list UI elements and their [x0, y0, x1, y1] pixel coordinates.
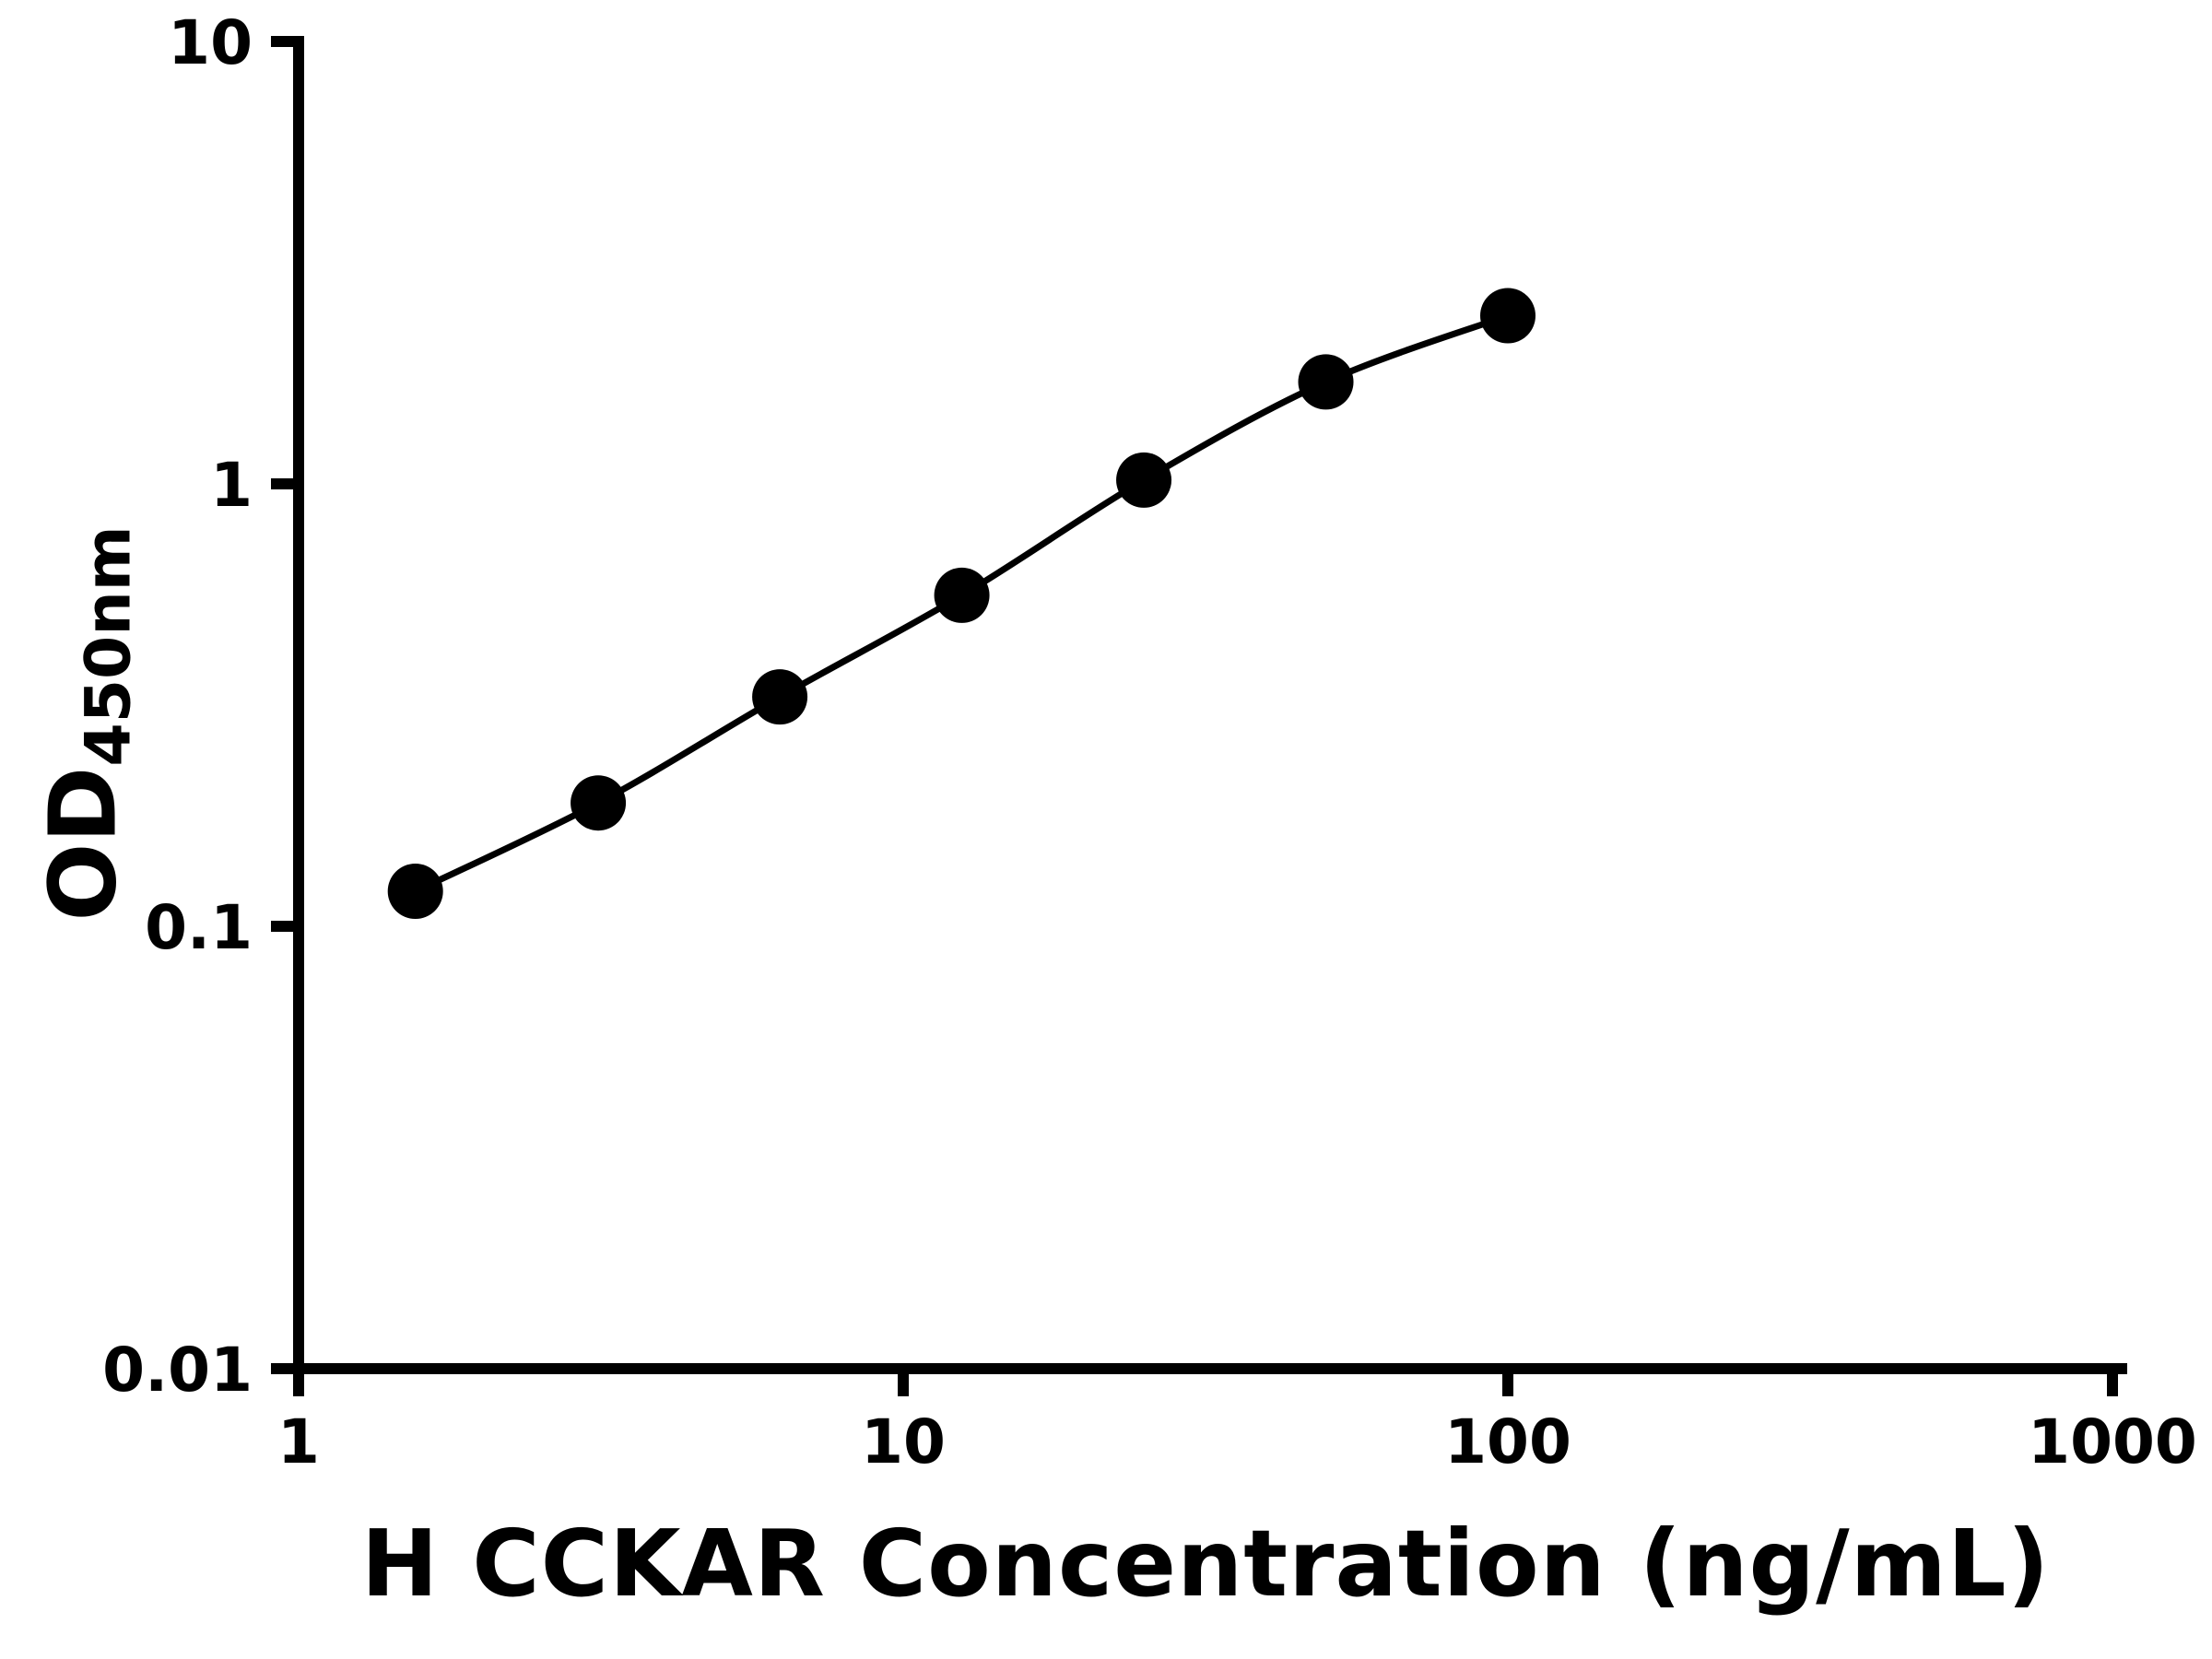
data-point: [752, 669, 808, 725]
y-tick-label: 1: [210, 450, 253, 521]
data-point: [571, 775, 627, 831]
y-tick-label: 10: [168, 7, 253, 78]
data-point: [1480, 288, 1535, 344]
x-axis-label: H CCKAR Concentration (ng/mL): [360, 1510, 2051, 1618]
x-tick-label: 1: [277, 1406, 320, 1477]
x-tick-label: 10: [861, 1406, 946, 1477]
y-axis-label-main: OD: [29, 766, 137, 922]
data-point: [387, 863, 443, 919]
data-point: [1298, 354, 1354, 410]
y-tick-label: 0.01: [102, 1335, 253, 1406]
x-tick-label: 100: [1444, 1406, 1571, 1477]
y-axis-label: OD450nm: [29, 525, 146, 922]
y-tick-label: 0.1: [145, 892, 253, 963]
y-axis-label-sub: 450nm: [72, 525, 146, 767]
x-tick-label: 1000: [2028, 1406, 2197, 1477]
data-point: [934, 567, 990, 623]
data-point: [1116, 452, 1172, 508]
